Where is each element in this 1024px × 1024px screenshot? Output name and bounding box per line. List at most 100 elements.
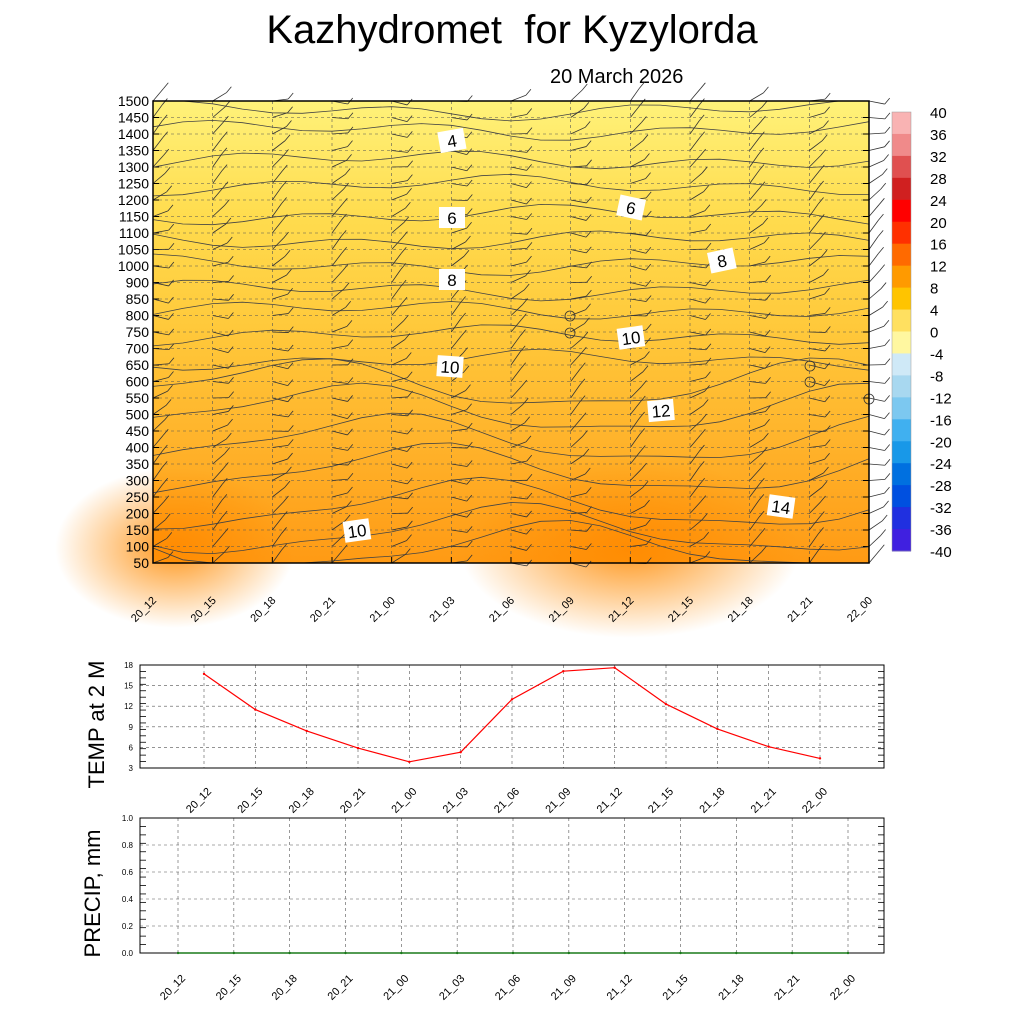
wind-barb (809, 126, 824, 135)
wind-barb (510, 247, 527, 250)
wind-barb (152, 538, 168, 547)
wind-barb-flag (465, 384, 471, 391)
contour-line (152, 301, 870, 320)
data-point (344, 951, 347, 955)
wind-barb (689, 435, 701, 448)
wind-barb-flag (346, 500, 352, 508)
contour-line (153, 100, 869, 122)
wind-barb-flag (765, 405, 771, 412)
wind-barb-flag (227, 418, 233, 426)
wind-barb (570, 216, 587, 221)
wind-barb-flag (525, 269, 531, 277)
wind-barb-flag (405, 201, 411, 209)
wind-barb-flag (762, 217, 769, 225)
x-tick-label: 20_15 (235, 786, 265, 816)
wind-barb (152, 419, 165, 432)
wind-barb-flag (586, 261, 592, 269)
wind-barb (331, 430, 348, 436)
wind-barb (391, 303, 403, 316)
x-tick-label: 22_00 (800, 786, 830, 816)
wind-barb-flag (347, 428, 353, 436)
wind-barb-flag (281, 543, 287, 551)
wind-barb (689, 154, 701, 168)
wind-barb-flag (764, 346, 771, 353)
wind-barb-flag (582, 430, 588, 437)
wind-barb (212, 483, 223, 498)
wind-barb-flag (287, 106, 293, 113)
warm-region-east (460, 458, 800, 638)
wind-barb-flag (168, 371, 174, 378)
wind-barb-flag (758, 164, 765, 171)
wind-barb-flag (761, 447, 768, 454)
wind-barb-flag (585, 303, 591, 311)
wind-barb (570, 512, 587, 514)
wind-barb-flag (700, 148, 706, 156)
wind-barb-flag (526, 474, 533, 481)
wind-barb-flag (818, 527, 824, 534)
wind-barb (689, 298, 706, 304)
wind-barb-flag (759, 181, 766, 188)
wind-barb (570, 146, 587, 151)
wind-barb-flag (583, 102, 590, 109)
wind-barb (809, 486, 823, 498)
wind-barb-flag (402, 231, 408, 238)
wind-barb (630, 159, 645, 168)
section-frame (152, 100, 870, 564)
wind-barb-flag (466, 422, 473, 430)
data-point (510, 698, 514, 701)
wind-barb-flag (526, 255, 532, 263)
wind-barb (510, 183, 527, 188)
y-axis-title: TEMP at 2 M (84, 661, 109, 789)
wind-barb (451, 529, 468, 533)
wind-barb-flag (585, 214, 592, 221)
wind-barb-flag (645, 229, 652, 236)
wind-barb (749, 298, 766, 301)
wind-barb-flag (644, 351, 650, 358)
wind-barb-flag (581, 83, 588, 91)
wind-barb-flag (460, 296, 466, 303)
wind-barb (630, 298, 647, 302)
wind-barb-flag (347, 358, 354, 366)
wind-barb (630, 232, 647, 236)
wind-barb (152, 331, 169, 336)
wind-barb (331, 188, 344, 201)
wind-barb (451, 447, 468, 449)
x-tick-label: 21_21 (785, 595, 815, 625)
wind-barb-flag (342, 264, 349, 271)
wind-barb (749, 205, 762, 217)
wind-barb-flag (763, 432, 769, 440)
wind-barb (331, 345, 348, 349)
wind-barb-flag (699, 131, 705, 138)
data-point (613, 666, 616, 669)
wind-barb (868, 204, 880, 217)
wind-barb-flag (164, 513, 171, 521)
wind-barb (391, 526, 408, 531)
wind-barb-flag (287, 452, 293, 460)
wind-barb-flag (347, 140, 353, 147)
wind-barb-flag (463, 365, 470, 373)
wind-barb (212, 331, 229, 337)
wind-barb-flag (764, 362, 771, 369)
wind-barb-flag (166, 532, 173, 539)
wind-barb-flag (884, 486, 890, 494)
wind-barb-flag (221, 164, 228, 171)
wind-barb (391, 496, 408, 500)
wind-barb (331, 288, 345, 300)
wind-barb (749, 187, 761, 201)
contour-label: 6 (616, 194, 647, 221)
wind-barb-flag (524, 416, 531, 424)
wind-barb-flag (407, 477, 413, 485)
wind-barb (868, 414, 885, 419)
y-tick-label: 200 (126, 506, 150, 522)
wind-barb-flag (407, 506, 413, 514)
wind-barb (510, 496, 527, 500)
wind-barb-flag (168, 279, 174, 287)
wind-barb (689, 315, 706, 320)
wind-barb-flag (761, 545, 767, 553)
wind-barb-flag (759, 131, 765, 139)
wind-barb-flag (641, 380, 647, 387)
wind-barb-flag (526, 181, 532, 188)
y-tick-label: 550 (126, 390, 150, 406)
x-tick-label: 21_09 (543, 786, 573, 816)
wind-barb (510, 441, 527, 448)
